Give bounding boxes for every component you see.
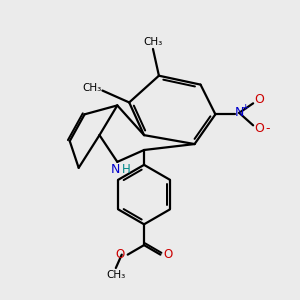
Text: CH₃: CH₃ [106,269,125,280]
Text: N: N [111,163,121,176]
Text: CH₃: CH₃ [143,38,163,47]
Text: +: + [241,103,248,112]
Text: O: O [254,93,264,106]
Text: O: O [116,248,125,261]
Text: -: - [265,122,270,135]
Text: O: O [254,122,264,135]
Text: CH₃: CH₃ [82,82,102,93]
Text: O: O [163,248,172,261]
Text: H: H [122,163,130,176]
Text: N: N [235,106,244,119]
